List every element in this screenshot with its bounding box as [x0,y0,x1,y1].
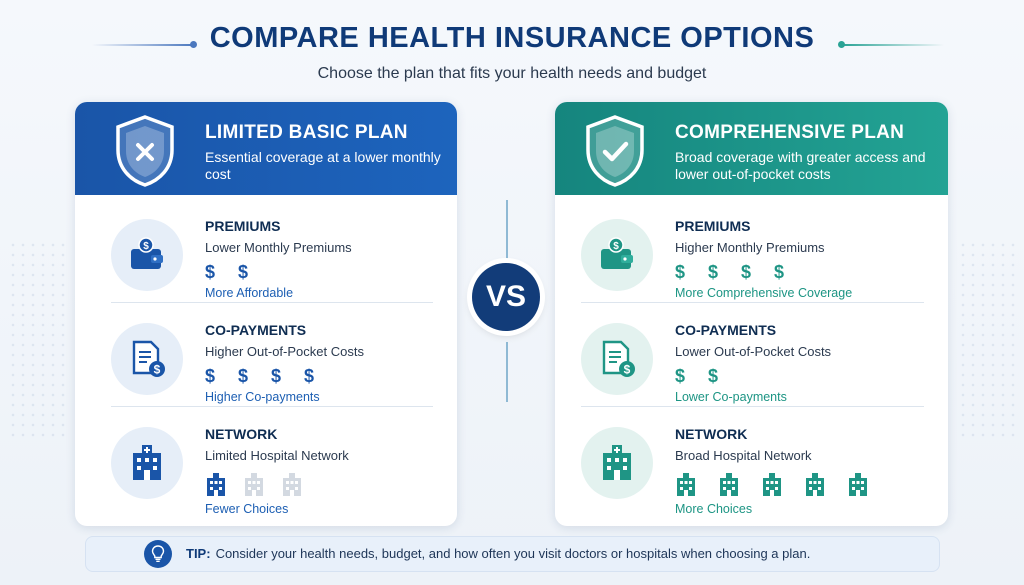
document-dollar-icon: $ [602,340,635,377]
plan-header: COMPREHENSIVE PLAN Broad coverage with g… [555,102,948,195]
plan-description: Broad coverage with greater access and l… [675,149,926,182]
plan-header: LIMITED BASIC PLAN Essential coverage at… [75,102,457,195]
header-dot-right [838,41,845,48]
co-payments-row: $ CO-PAYMENTS Higher Out-of-Pocket Costs… [75,302,457,407]
co-payments-row: $ CO-PAYMENTS Lower Out-of-Pocket Costs … [555,302,948,407]
row-title: NETWORK [205,426,278,442]
row-title: CO-PAYMENTS [675,322,777,338]
row-title: PREMIUMS [675,218,751,234]
row-note: More Choices [675,502,753,516]
cost-dollar-signs: $ $ [675,366,728,386]
wallet-icon: $ [601,237,633,269]
row-note: Lower Co-payments [675,390,787,404]
hospital-building-icon-inactive [281,472,303,496]
shield-x-icon [116,115,174,187]
plan-description: Essential coverage at a lower monthly co… [205,149,441,182]
hospital-building-icon-active [205,472,227,496]
hospital-building-icon-active [804,472,826,496]
tip-bar: TIP: Consider your health needs, budget, … [85,536,940,572]
row-title: PREMIUMS [205,218,281,234]
svg-text:$: $ [624,363,631,377]
hospital-icon [603,445,631,480]
row-description: Broad Hospital Network [675,448,812,463]
svg-text:$: $ [613,241,619,252]
row-note: More Affordable [205,286,294,300]
cost-dollar-signs: $ $ $ $ [205,366,324,386]
row-description: Higher Out-of-Pocket Costs [205,344,364,359]
row-note: Higher Co-payments [205,390,320,404]
premiums-row: $ PREMIUMS Lower Monthly Premiums $ $ Mo… [75,198,457,303]
plan-title: LIMITED BASIC PLAN [205,122,408,143]
plan-card-limited-basic: LIMITED BASIC PLAN Essential coverage at… [75,102,457,526]
row-description: Higher Monthly Premiums [675,240,825,255]
row-title: CO-PAYMENTS [205,322,307,338]
hospital-icon [133,445,161,480]
network-buildings [675,472,869,496]
row-description: Limited Hospital Network [205,448,349,463]
premiums-row: $ PREMIUMS Higher Monthly Premiums $ $ $… [555,198,948,303]
tip-text: Consider your health needs, budget, and … [215,546,811,561]
hospital-building-icon-inactive [243,472,265,496]
hospital-building-icon-active [718,472,740,496]
row-description: Lower Monthly Premiums [205,240,352,255]
row-note: More Comprehensive Coverage [675,286,853,300]
hospital-building-icon-active [761,472,783,496]
network-row: NETWORK Broad Hospital Network More Choi… [555,406,948,516]
header-dot-left [190,41,197,48]
cost-dollar-signs: $ $ $ $ [675,262,794,282]
cost-dollar-signs: $ $ [205,262,258,282]
network-buildings [205,472,303,496]
lightbulb-icon [151,545,165,562]
page-title: COMPARE HEALTH INSURANCE OPTIONS [209,22,815,54]
hospital-building-icon-active [847,472,869,496]
vs-badge: VS [472,263,540,331]
row-note: Fewer Choices [205,502,289,516]
svg-text:$: $ [143,241,149,252]
header: COMPARE HEALTH INSURANCE OPTIONS Choose … [0,22,1024,83]
plan-title: COMPREHENSIVE PLAN [675,122,905,143]
network-row: NETWORK Limited Hospital Network Fewer C… [75,406,457,516]
shield-check-icon [586,115,644,187]
svg-text:$: $ [154,363,161,377]
row-title: NETWORK [675,426,748,442]
hospital-building-icon-active [675,472,697,496]
wallet-icon: $ [131,237,163,269]
document-dollar-icon: $ [132,340,165,377]
header-divider-right [842,44,944,46]
plan-card-comprehensive: COMPREHENSIVE PLAN Broad coverage with g… [555,102,948,526]
header-divider-left [92,44,194,46]
tip-label: TIP: [186,546,211,561]
row-description: Lower Out-of-Pocket Costs [675,344,832,359]
page-subtitle: Choose the plan that fits your health ne… [317,65,707,82]
